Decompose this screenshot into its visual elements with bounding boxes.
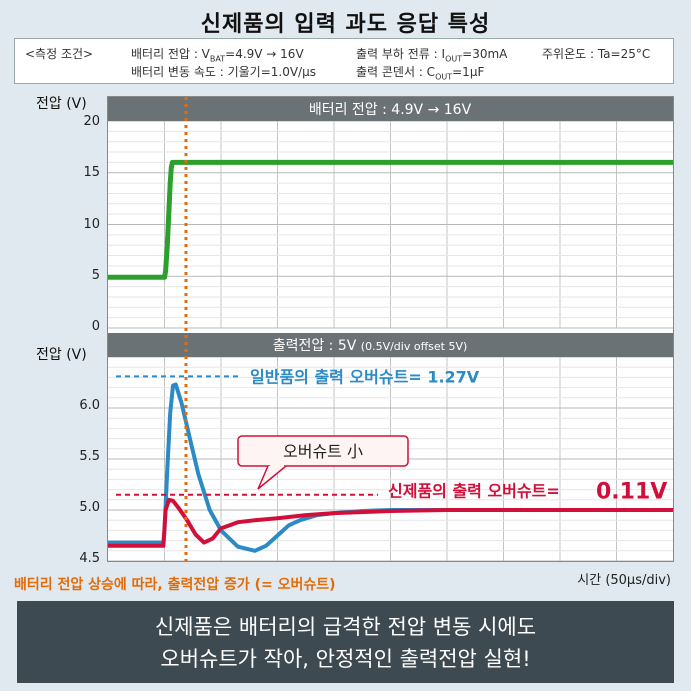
annotations: 일반품의 출력 오버슈트= 1.27V 신제품의 출력 오버슈트= 0.11V 오버슈… <box>116 97 667 561</box>
callout-text: 오버슈트 小 <box>283 442 363 461</box>
bottom-panel-header <box>108 333 673 357</box>
cond-sub: OUT <box>435 72 453 82</box>
cond-sub: BAT <box>209 54 226 64</box>
callout-box <box>237 435 409 467</box>
top-y-tick: 10 <box>83 217 100 232</box>
conclusion-line-1: 신제품은 배터리의 급격한 전압 변동 시에도 <box>154 615 537 639</box>
cond-text: =30mA <box>462 47 508 61</box>
cond-text: 출력 콘덴서 : C <box>356 65 436 79</box>
cond-sub: OUT <box>445 54 463 64</box>
top-y-tick: 15 <box>83 165 100 180</box>
plot-frame: 배터리 전압 : 4.9V → 16V 출력전압 : 5V (0.5V/div … <box>107 96 674 562</box>
conditions-heading: <측정 조건> <box>25 47 94 61</box>
condition-output-capacitor: 출력 콘덴서 : COUT=1μF <box>356 63 484 81</box>
cond-text: =1μF <box>452 65 485 79</box>
bottom-y-axis-label: 전압 (V) <box>36 347 87 363</box>
series-group <box>108 159 673 553</box>
conclusion-box: 신제품은 배터리의 급격한 전압 변동 시에도 오버슈트가 작아, 안정적인 출… <box>17 601 674 683</box>
top-y-tick: 0 <box>91 319 100 334</box>
condition-slew-rate: 배터리 변동 속도 : 기울기=1.0V/μs <box>131 65 316 79</box>
top-y-axis-label: 전압 (V) <box>36 96 87 112</box>
plot-svg: 배터리 전압 : 4.9V → 16V 출력전압 : 5V (0.5V/div … <box>108 97 673 562</box>
chart-title: 신제품의 입력 과도 응답 특성 <box>200 12 491 37</box>
condition-battery-voltage: 배터리 전압 : VBAT=4.9V → 16V <box>131 45 304 63</box>
bottom-panel-title-note: (0.5V/div offset 5V) <box>361 340 468 353</box>
overshoot-note: 배터리 전압 상승에 따라, 출력전압 증가 (= 오버슈트) <box>14 577 336 593</box>
bottom-y-tick: 6.0 <box>79 398 100 413</box>
bottom-y-tick: 5.5 <box>79 449 100 464</box>
condition-temperature: 주위온도 : Ta=25°C <box>542 47 651 61</box>
cond-text: 출력 부하 전류 : I <box>356 47 446 61</box>
bottom-panel-title: 출력전압 : 5V (0.5V/div offset 5V) <box>273 338 468 354</box>
bottom-panel-title-main: 출력전압 : 5V <box>273 338 357 354</box>
top-panel-header <box>108 97 673 121</box>
measurement-conditions: <측정 조건> 배터리 전압 : VBAT=4.9V → 16V 출력 부하 전… <box>14 38 674 84</box>
bottom-y-tick: 5.0 <box>79 500 100 515</box>
top-y-tick: 20 <box>83 114 100 129</box>
new-overshoot-label: 신제품의 출력 오버슈트= <box>388 482 560 501</box>
bottom-y-tick: 4.5 <box>79 551 100 566</box>
cond-text: =4.9V → 16V <box>225 47 304 61</box>
series-line-new <box>108 497 673 548</box>
conventional-overshoot-label: 일반품의 출력 오버슈트= 1.27V <box>250 367 480 386</box>
top-y-tick: 5 <box>91 268 100 283</box>
condition-load-current: 출력 부하 전류 : IOUT=30mA <box>356 45 507 63</box>
top-panel-title: 배터리 전압 : 4.9V → 16V <box>309 102 472 118</box>
new-overshoot-value: 0.11V <box>596 480 667 505</box>
callout-pointer <box>257 465 287 490</box>
series-line-battery-voltage <box>108 159 673 280</box>
cond-text: 배터리 전압 : V <box>131 47 210 61</box>
conclusion-line-2: 오버슈트가 작아, 안정적인 출력전압 실현! <box>160 647 531 671</box>
x-axis-label: 시간 (50μs/div) <box>577 573 671 588</box>
